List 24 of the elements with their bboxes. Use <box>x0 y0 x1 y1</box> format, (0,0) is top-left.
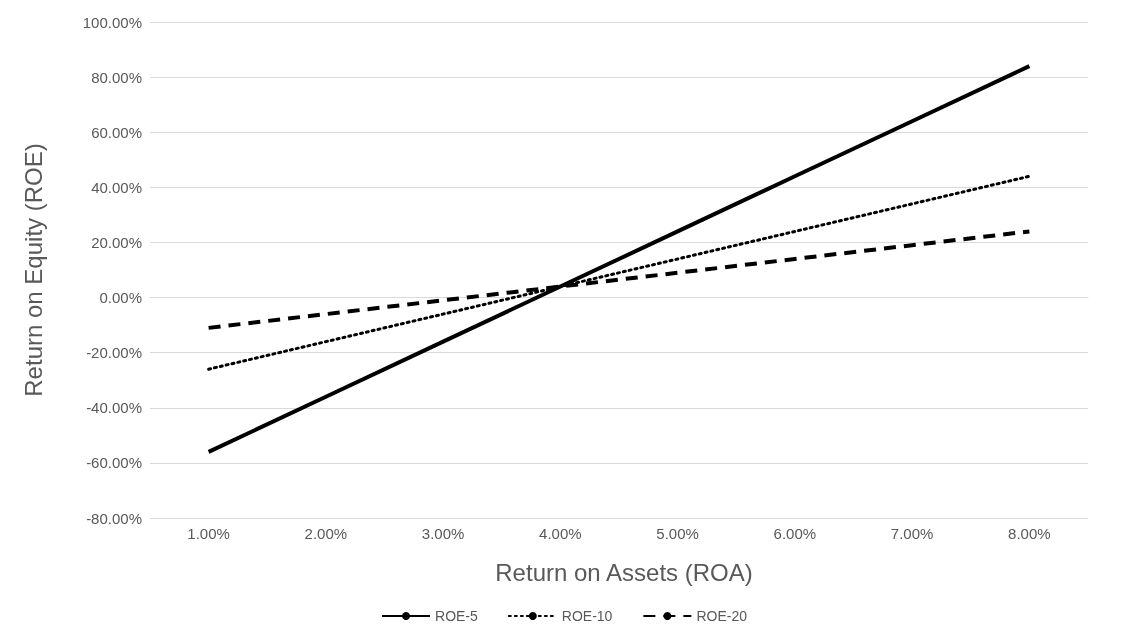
x-tick-label: 7.00% <box>890 525 934 542</box>
y-tick-label: 0.00% <box>99 289 142 307</box>
y-tick-label: 60.00% <box>91 123 142 141</box>
x-tick-label: 8.00% <box>1008 525 1051 542</box>
y-tick-label: 80.00% <box>91 68 142 86</box>
y-tick-label: -60.00% <box>86 454 142 472</box>
x-tick-label: 4.00% <box>539 525 582 542</box>
x-tick-label: 6.00% <box>773 525 817 542</box>
x-tick-label: 1.00% <box>187 525 230 542</box>
x-tick-label: 3.00% <box>421 525 465 542</box>
y-axis-title: Return on Equity (ROE) <box>19 143 47 397</box>
x-tick-label: 2.00% <box>304 525 348 542</box>
line-series <box>206 64 1032 454</box>
y-tick-label: 40.00% <box>91 178 142 196</box>
y-tick-label: -80.00% <box>86 509 142 527</box>
y-tick-label: -40.00% <box>86 399 142 417</box>
y-tick-label: 20.00% <box>91 233 142 251</box>
legend-label: ROE-10 <box>561 608 613 624</box>
x-tick-label: 5.00% <box>656 525 699 542</box>
x-axis-title: Return on Assets (ROA) <box>495 558 753 586</box>
legend-label: ROE-5 <box>435 608 479 624</box>
y-tick-label: -20.00% <box>86 344 142 362</box>
legend-label: ROE-20 <box>696 608 748 624</box>
y-tick-label: 100.00% <box>82 13 142 31</box>
